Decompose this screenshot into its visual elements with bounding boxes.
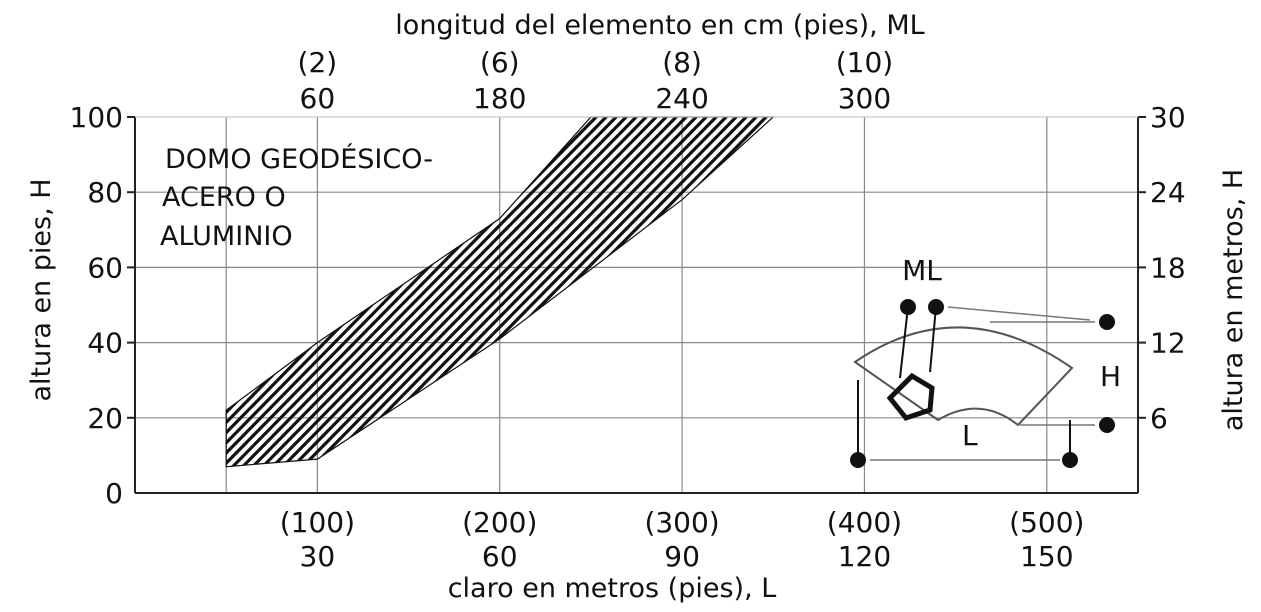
hatch-line xyxy=(0,110,133,500)
h-dot-top xyxy=(1099,314,1115,330)
l-dot-left xyxy=(850,452,866,468)
bottom-tick-m-3: 120 xyxy=(838,540,891,573)
bottom-tick-m-4: 150 xyxy=(1020,540,1073,573)
hatch-line xyxy=(398,117,774,467)
hatch-line xyxy=(408,117,774,467)
hatch-line xyxy=(950,110,1261,500)
hatch-line xyxy=(810,110,1193,500)
ml-dot-right xyxy=(928,299,944,315)
hatch-line xyxy=(0,110,123,500)
top-tick-cm-3: 300 xyxy=(838,82,891,115)
axes xyxy=(134,116,1139,494)
region-label-line-3: ALUMINIO xyxy=(160,221,293,252)
tick-labels: 020406080100612182430(100)30(200)60(300)… xyxy=(70,46,1186,573)
bottom-tick-m-2: 90 xyxy=(664,540,700,573)
top-tick-ft-3: (10) xyxy=(836,46,893,79)
region-label-line-2: ACERO O xyxy=(162,182,286,213)
top-tick-cm-2: 240 xyxy=(655,82,708,115)
right-tick-label-2: 18 xyxy=(1150,251,1186,284)
bottom-tick-ft-3: (400) xyxy=(827,506,902,539)
hatch-line xyxy=(900,110,1261,500)
hatch-line xyxy=(0,110,23,500)
left-tick-label-5: 100 xyxy=(70,101,123,134)
top-tick-ft-1: (6) xyxy=(480,46,520,79)
top-tick-ft-0: (2) xyxy=(298,46,338,79)
region-label-line-1: DOMO GEODÉSICO- xyxy=(165,143,433,175)
top-tick-ft-2: (8) xyxy=(662,46,702,79)
top-tick-cm-0: 60 xyxy=(300,82,336,115)
hatch-line xyxy=(428,117,774,467)
top-axis-label: longitud del elemento en cm (pies), ML xyxy=(395,10,924,41)
hatch-line xyxy=(378,117,765,467)
top-tick-cm-1: 180 xyxy=(473,82,526,115)
hatch-line xyxy=(940,110,1261,500)
left-tick-label-2: 40 xyxy=(87,327,123,360)
l-dot-right xyxy=(1062,452,1078,468)
bottom-tick-m-1: 60 xyxy=(482,540,518,573)
hatch-line xyxy=(728,117,774,467)
right-tick-label-1: 12 xyxy=(1150,327,1186,360)
hatch-line xyxy=(658,117,774,467)
bottom-tick-ft-0: (100) xyxy=(280,506,355,539)
bottom-tick-ft-1: (200) xyxy=(462,506,537,539)
h-label: H xyxy=(1100,360,1121,393)
hatch-line xyxy=(458,117,774,467)
hatch-line xyxy=(248,117,635,467)
hatch-line xyxy=(678,117,774,467)
ml-label: ML xyxy=(902,254,942,287)
hatch-line xyxy=(468,117,774,467)
right-tick-label-3: 24 xyxy=(1150,176,1186,209)
bottom-tick-ft-4: (500) xyxy=(1009,506,1084,539)
right-tick-label-0: 6 xyxy=(1150,402,1168,435)
hatch-line xyxy=(0,110,13,500)
hatch-line xyxy=(268,117,655,467)
left-tick-label-3: 60 xyxy=(87,251,123,284)
y-axis-label-right: altura en metros, H xyxy=(1218,169,1249,431)
hatch-line xyxy=(820,110,1203,500)
hatch-line xyxy=(758,117,774,467)
hatch-line xyxy=(418,117,774,467)
l-label: L xyxy=(962,419,978,452)
hatch-line xyxy=(0,110,143,500)
left-tick-label-4: 80 xyxy=(87,176,123,209)
bottom-tick-ft-2: (300) xyxy=(644,506,719,539)
h-dot-bottom xyxy=(1099,417,1115,433)
hatch-line xyxy=(0,110,3,500)
hatch-line xyxy=(278,117,665,467)
hatch-line xyxy=(668,117,774,467)
bottom-tick-m-0: 30 xyxy=(300,540,336,573)
hatch-line xyxy=(688,117,774,467)
hatch-line xyxy=(830,110,1213,500)
hatch-line xyxy=(0,110,163,500)
left-tick-label-0: 0 xyxy=(105,477,123,510)
hatch-line xyxy=(790,110,1173,500)
hatch-line xyxy=(0,110,153,500)
hatch-line xyxy=(448,117,774,467)
left-tick-label-1: 20 xyxy=(87,402,123,435)
hatch-line xyxy=(860,110,1243,500)
right-tick-label-4: 30 xyxy=(1150,101,1186,134)
hatch-line xyxy=(388,117,774,467)
hatch-line xyxy=(840,110,1223,500)
ml-dot-left xyxy=(900,299,916,315)
hatch-line xyxy=(438,117,774,467)
hatch-line xyxy=(960,110,1261,500)
hatch-line xyxy=(930,110,1261,500)
hatch-line xyxy=(870,110,1253,500)
y-axis-label-left: altura en pies, H xyxy=(26,178,57,401)
hatch-line xyxy=(890,110,1261,500)
hatch-line xyxy=(238,117,625,467)
hatch-line xyxy=(1250,110,1261,500)
hatch-line xyxy=(698,117,774,467)
hatch-line xyxy=(478,117,774,467)
band-outline xyxy=(225,116,775,468)
hatch-line xyxy=(228,117,615,467)
pentagon-icon xyxy=(886,372,935,421)
hatch-line xyxy=(258,117,645,467)
dome-diagram: ML H L xyxy=(850,254,1121,468)
x-axis-label: claro en metros (pies), L xyxy=(448,573,777,604)
